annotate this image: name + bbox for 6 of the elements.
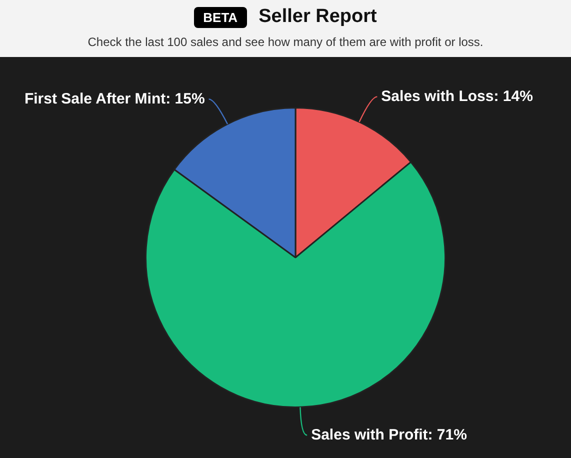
slice-label: First Sale After Mint: 15%: [24, 90, 205, 108]
text: BETA: [194, 6, 247, 28]
chart-title: Seller Report: [258, 6, 377, 28]
slice-label: Sales with Profit: 71%: [311, 426, 467, 444]
slice-label: Sales with Loss: 14%: [381, 88, 533, 105]
chart-subtitle: Check the last 100 sales and see how many of them are with profit or loss.: [86, 35, 484, 49]
